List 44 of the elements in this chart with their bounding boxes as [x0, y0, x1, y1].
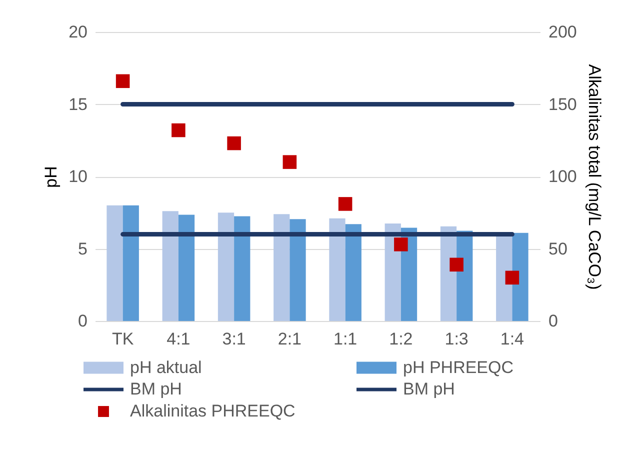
- x-tick-label: 1:1: [333, 330, 358, 348]
- y2-tick-label: 0: [548, 312, 558, 330]
- bar: [106, 205, 123, 321]
- y2-tick-label: 200: [548, 22, 577, 42]
- legend-label: BM pH: [403, 380, 455, 398]
- bar: [162, 211, 178, 321]
- legend-label: Alkalinitas PHREEQC: [130, 402, 296, 420]
- y-tick-label: 5: [78, 239, 88, 258]
- point: [116, 74, 130, 88]
- point: [172, 123, 186, 138]
- point: [282, 155, 297, 169]
- bar: [274, 214, 290, 321]
- x-tick-label: 2:1: [278, 330, 302, 348]
- bar: [329, 218, 346, 321]
- x-tick-label: 1:2: [389, 330, 413, 348]
- bar: [178, 214, 195, 321]
- bar: [234, 216, 250, 321]
- y-tick-label: 0: [78, 312, 88, 330]
- y2-axis-title: Alkalinitas total (mg/L CaCO₃): [584, 64, 604, 290]
- point: [394, 238, 408, 252]
- y-tick-label: 20: [68, 22, 88, 42]
- bar: [345, 224, 362, 321]
- bar: [122, 205, 139, 321]
- point: [505, 270, 520, 285]
- legend-label: BM pH: [130, 380, 182, 398]
- y2-tick-label: 50: [548, 239, 568, 258]
- bar: [218, 212, 234, 321]
- y2-tick-label: 100: [548, 167, 577, 186]
- y-tick-label: 15: [68, 94, 88, 114]
- bar: [290, 219, 306, 321]
- x-tick-label: 3:1: [222, 330, 246, 348]
- y2-tick-label: 150: [548, 94, 577, 114]
- x-tick-label: TK: [112, 330, 134, 348]
- point: [338, 197, 352, 211]
- x-tick-label: 4:1: [166, 330, 190, 348]
- legend-label: pH aktual: [130, 358, 202, 377]
- bar: [512, 232, 528, 321]
- y-axis-title: pH: [42, 166, 61, 188]
- y-tick-label: 10: [68, 167, 88, 186]
- point: [450, 258, 464, 272]
- legend-label: pH PHREEQC: [403, 358, 514, 377]
- x-tick-label: 1:3: [444, 330, 468, 348]
- x-tick-label: 1:4: [500, 330, 524, 348]
- point: [227, 136, 241, 150]
